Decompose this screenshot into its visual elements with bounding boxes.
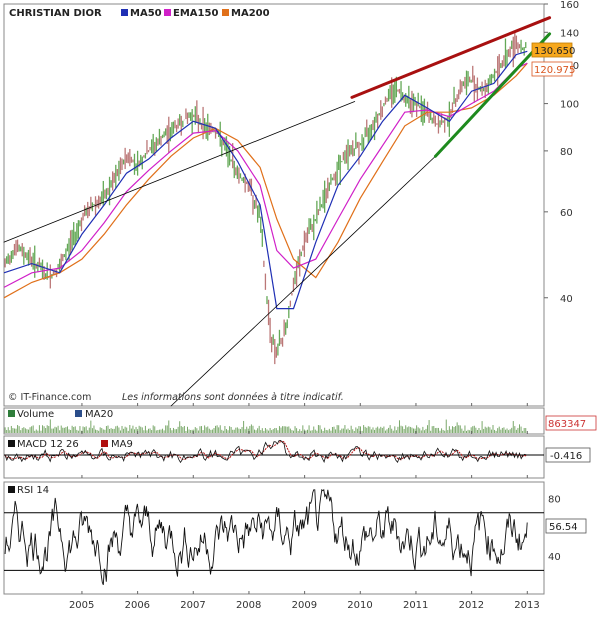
price-lines <box>3 50 528 310</box>
rsi-tick-label: 80 <box>548 494 561 505</box>
rsi-lines <box>4 488 528 585</box>
ma50-line <box>3 50 528 310</box>
trendline-thick <box>350 16 552 99</box>
y-tick-label: 60 <box>560 208 573 219</box>
x-tick-label: 2007 <box>180 600 205 611</box>
rsi-tick-label: 40 <box>548 552 561 563</box>
last-price-value: 130.650 <box>534 46 575 57</box>
last-price-badge <box>531 42 573 58</box>
copyright-text: © IT-Finance.com <box>8 392 91 403</box>
trendlines <box>3 16 552 407</box>
x-tick-label: 2005 <box>69 600 94 611</box>
ma200-line <box>3 62 528 299</box>
y-tick-label: 140 <box>560 28 579 39</box>
legend-ma200: MA200 <box>231 8 270 19</box>
price-panel <box>3 3 545 407</box>
legend-swatch-ma200 <box>222 9 229 16</box>
legend-swatch-macd <box>8 440 15 447</box>
legend-swatch-ma50 <box>121 9 128 16</box>
rsi-last-value: 56.54 <box>549 522 578 533</box>
y-tick-label: 40 <box>560 294 573 305</box>
trendline-thin <box>3 101 356 243</box>
macd-last-value: -0.416 <box>550 451 582 462</box>
y-tick-label: 80 <box>560 147 573 158</box>
legend-swatch-ma20 <box>75 410 82 417</box>
rsi-panel <box>3 481 545 595</box>
ema150-line <box>3 62 528 288</box>
legend-swatch-ema150 <box>164 9 171 16</box>
macd-lines <box>4 439 527 464</box>
rsi-grid: 40 80 <box>4 494 561 571</box>
rsi-line <box>4 488 528 585</box>
x-tick-label: 2013 <box>514 600 539 611</box>
y-tick-label: 160 <box>560 0 579 11</box>
x-tick-label: 2012 <box>459 600 484 611</box>
legend-rsi: RSI 14 <box>17 485 49 496</box>
x-axis: 2005 2006 2007 2008 2009 2010 2011 2012 2013 <box>69 403 540 611</box>
legend-ma9: MA9 <box>111 439 133 450</box>
x-tick-label: 2008 <box>236 600 261 611</box>
x-tick-label: 2011 <box>403 600 428 611</box>
y-tick-label: 100 <box>560 100 579 111</box>
disclaimer-text: Les informations sont données à titre in… <box>122 392 344 403</box>
legend-ma20: MA20 <box>85 409 113 420</box>
legend-swatch-volume <box>8 410 15 417</box>
volume-value-badge <box>545 415 597 431</box>
volume-last-value: 863347 <box>548 419 586 430</box>
legend-volume: Volume <box>17 409 54 420</box>
legend-ema150: EMA150 <box>173 8 218 19</box>
legend-ma50: MA50 <box>130 8 162 19</box>
macd-value-badge <box>545 447 591 463</box>
chart-title: CHRISTIAN DIOR <box>9 8 102 19</box>
x-tick-label: 2006 <box>125 600 150 611</box>
ma-last-badge <box>531 61 573 77</box>
ma-last-value: 120.975 <box>534 65 575 76</box>
x-tick-label: 2010 <box>347 600 372 611</box>
trendline-thick <box>433 32 552 158</box>
trendline-thin <box>170 155 436 407</box>
rsi-value-badge <box>545 518 587 534</box>
legend-swatch-ma9 <box>101 440 108 447</box>
macd-line <box>4 439 527 464</box>
legend-macd: MACD 12 26 <box>17 439 79 450</box>
x-tick-label: 2009 <box>292 600 317 611</box>
legend-swatch-rsi <box>8 486 15 493</box>
